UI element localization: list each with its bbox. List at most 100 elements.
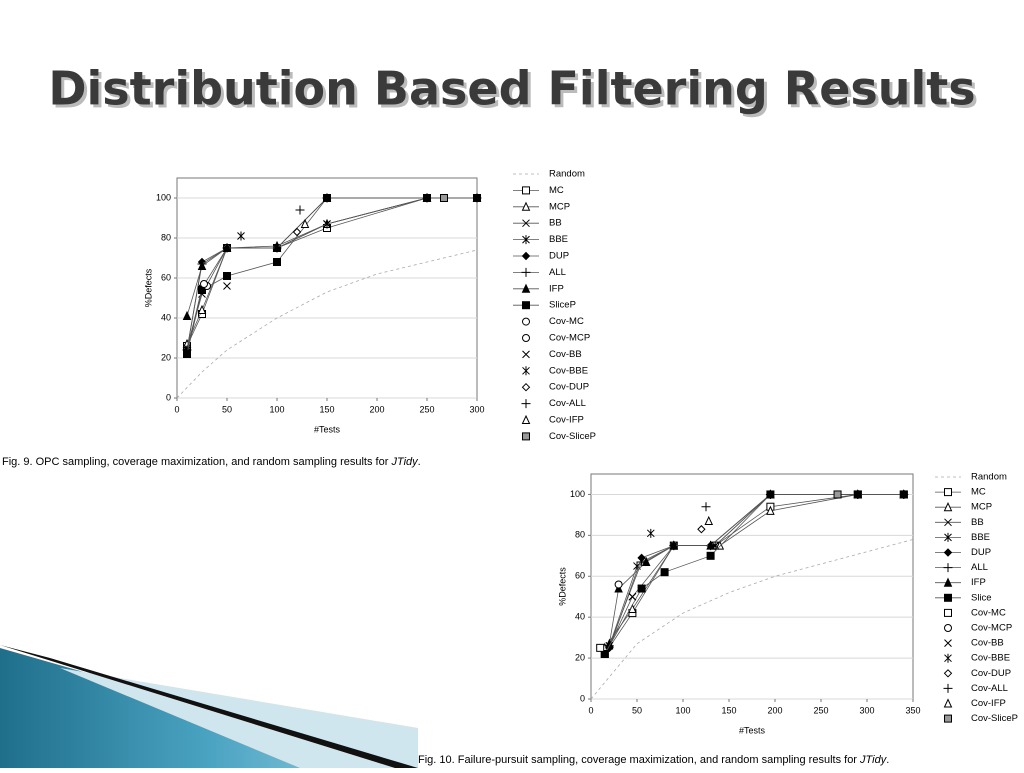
y-axis-label: %Defects bbox=[557, 567, 567, 606]
legend-marker bbox=[522, 235, 530, 245]
data-point bbox=[197, 304, 207, 314]
legend-label: Cov-BB bbox=[971, 638, 1004, 649]
decoration bbox=[0, 645, 418, 768]
y-tick-label: 20 bbox=[575, 652, 585, 662]
data-point bbox=[423, 194, 431, 202]
data-point bbox=[183, 350, 191, 358]
data-point bbox=[300, 218, 310, 228]
legend-marker bbox=[521, 251, 531, 261]
plot-area bbox=[176, 177, 478, 399]
legend-label: Cov-DUP bbox=[549, 382, 589, 393]
y-tick-label: 60 bbox=[575, 571, 585, 581]
legend-marker bbox=[522, 186, 530, 195]
data-point bbox=[182, 310, 192, 320]
legend-marker bbox=[522, 334, 530, 342]
legend-label: SliceP bbox=[549, 300, 576, 311]
legend-marker bbox=[521, 201, 531, 211]
data-point bbox=[222, 242, 232, 252]
data-point bbox=[440, 194, 448, 202]
legend-marker bbox=[943, 577, 953, 587]
legend-marker bbox=[944, 714, 952, 723]
data-point bbox=[646, 528, 655, 538]
legend-label: DUP bbox=[971, 547, 991, 558]
data-point bbox=[899, 490, 908, 499]
title-shadow: Distribution Based Filtering Results bbox=[51, 65, 978, 119]
legend-label: BB bbox=[549, 218, 562, 229]
x-tick-label: 250 bbox=[813, 705, 828, 715]
legend-marker bbox=[943, 683, 953, 693]
legend-label: Slice bbox=[971, 592, 992, 603]
data-point bbox=[706, 551, 715, 560]
legend-marker bbox=[944, 518, 952, 527]
legend-marker bbox=[522, 350, 530, 359]
data-point bbox=[715, 540, 725, 550]
legend-marker bbox=[943, 563, 953, 573]
y-tick-label: 40 bbox=[575, 612, 585, 622]
y-tick-label: 40 bbox=[161, 312, 171, 322]
x-tick-label: 100 bbox=[675, 705, 690, 715]
legend-marker bbox=[521, 382, 531, 392]
legend-label: Cov-ALL bbox=[549, 398, 586, 409]
data-point bbox=[697, 525, 706, 534]
legend-marker bbox=[944, 653, 952, 663]
x-tick-label: 0 bbox=[588, 705, 593, 715]
legend-marker bbox=[522, 317, 530, 326]
caption: Fig. 9. OPC sampling, coverage maximizat… bbox=[2, 456, 421, 468]
legend-marker bbox=[521, 267, 531, 277]
y-tick-label: 100 bbox=[570, 489, 585, 499]
legend-label: ALL bbox=[971, 562, 988, 573]
data-point bbox=[596, 643, 605, 652]
legend-label: Cov-MC bbox=[971, 607, 1006, 618]
y-tick-label: 0 bbox=[166, 392, 171, 402]
data-point bbox=[272, 242, 282, 252]
data-point bbox=[237, 231, 245, 241]
legend-label: MCP bbox=[971, 502, 992, 513]
data-point bbox=[628, 592, 637, 601]
caption: Fig. 10. Failure-pursuit sampling, cover… bbox=[418, 754, 889, 766]
x-tick-label: 200 bbox=[767, 705, 782, 715]
data-point bbox=[766, 505, 775, 515]
legend-label: MC bbox=[971, 487, 986, 498]
legend-marker bbox=[521, 414, 531, 424]
legend-label: IFP bbox=[549, 283, 564, 294]
x-tick-label: 0 bbox=[174, 404, 179, 414]
x-axis-label: #Tests bbox=[314, 424, 341, 434]
data-point bbox=[660, 568, 669, 577]
data-point bbox=[223, 272, 231, 280]
data-point bbox=[292, 227, 302, 237]
data-point bbox=[669, 540, 679, 550]
legend-label: Cov-BBE bbox=[971, 653, 1010, 664]
legend-marker bbox=[944, 639, 952, 647]
series-line bbox=[590, 539, 914, 700]
data-point bbox=[600, 650, 609, 658]
legend-marker bbox=[522, 219, 530, 228]
series-line bbox=[176, 249, 478, 399]
legend-label: Cov-BB bbox=[549, 349, 582, 360]
legend-label: IFP bbox=[971, 577, 986, 588]
legend-marker bbox=[943, 548, 953, 557]
data-point bbox=[295, 205, 305, 215]
legend-label: MCP bbox=[549, 201, 570, 212]
legend-label: Cov-IFP bbox=[549, 415, 584, 426]
data-point bbox=[637, 584, 646, 593]
data-point bbox=[197, 260, 207, 270]
x-tick-label: 300 bbox=[469, 404, 484, 414]
legend-label: Cov-MCP bbox=[971, 623, 1012, 634]
legend-label: BB bbox=[971, 517, 984, 528]
y-tick-label: 80 bbox=[161, 232, 171, 242]
y-tick-label: 100 bbox=[156, 192, 171, 202]
legend-marker bbox=[944, 488, 952, 497]
legend-marker bbox=[944, 608, 952, 617]
y-axis-label: %Defects bbox=[143, 268, 153, 307]
x-tick-label: 350 bbox=[905, 705, 920, 715]
x-tick-label: 300 bbox=[859, 705, 874, 715]
legend-marker bbox=[944, 593, 952, 602]
data-point bbox=[701, 502, 711, 512]
legend-marker bbox=[944, 532, 952, 542]
legend-marker bbox=[522, 432, 530, 441]
data-point bbox=[323, 194, 331, 202]
data-point bbox=[223, 282, 231, 290]
caption-part: . bbox=[418, 456, 421, 468]
